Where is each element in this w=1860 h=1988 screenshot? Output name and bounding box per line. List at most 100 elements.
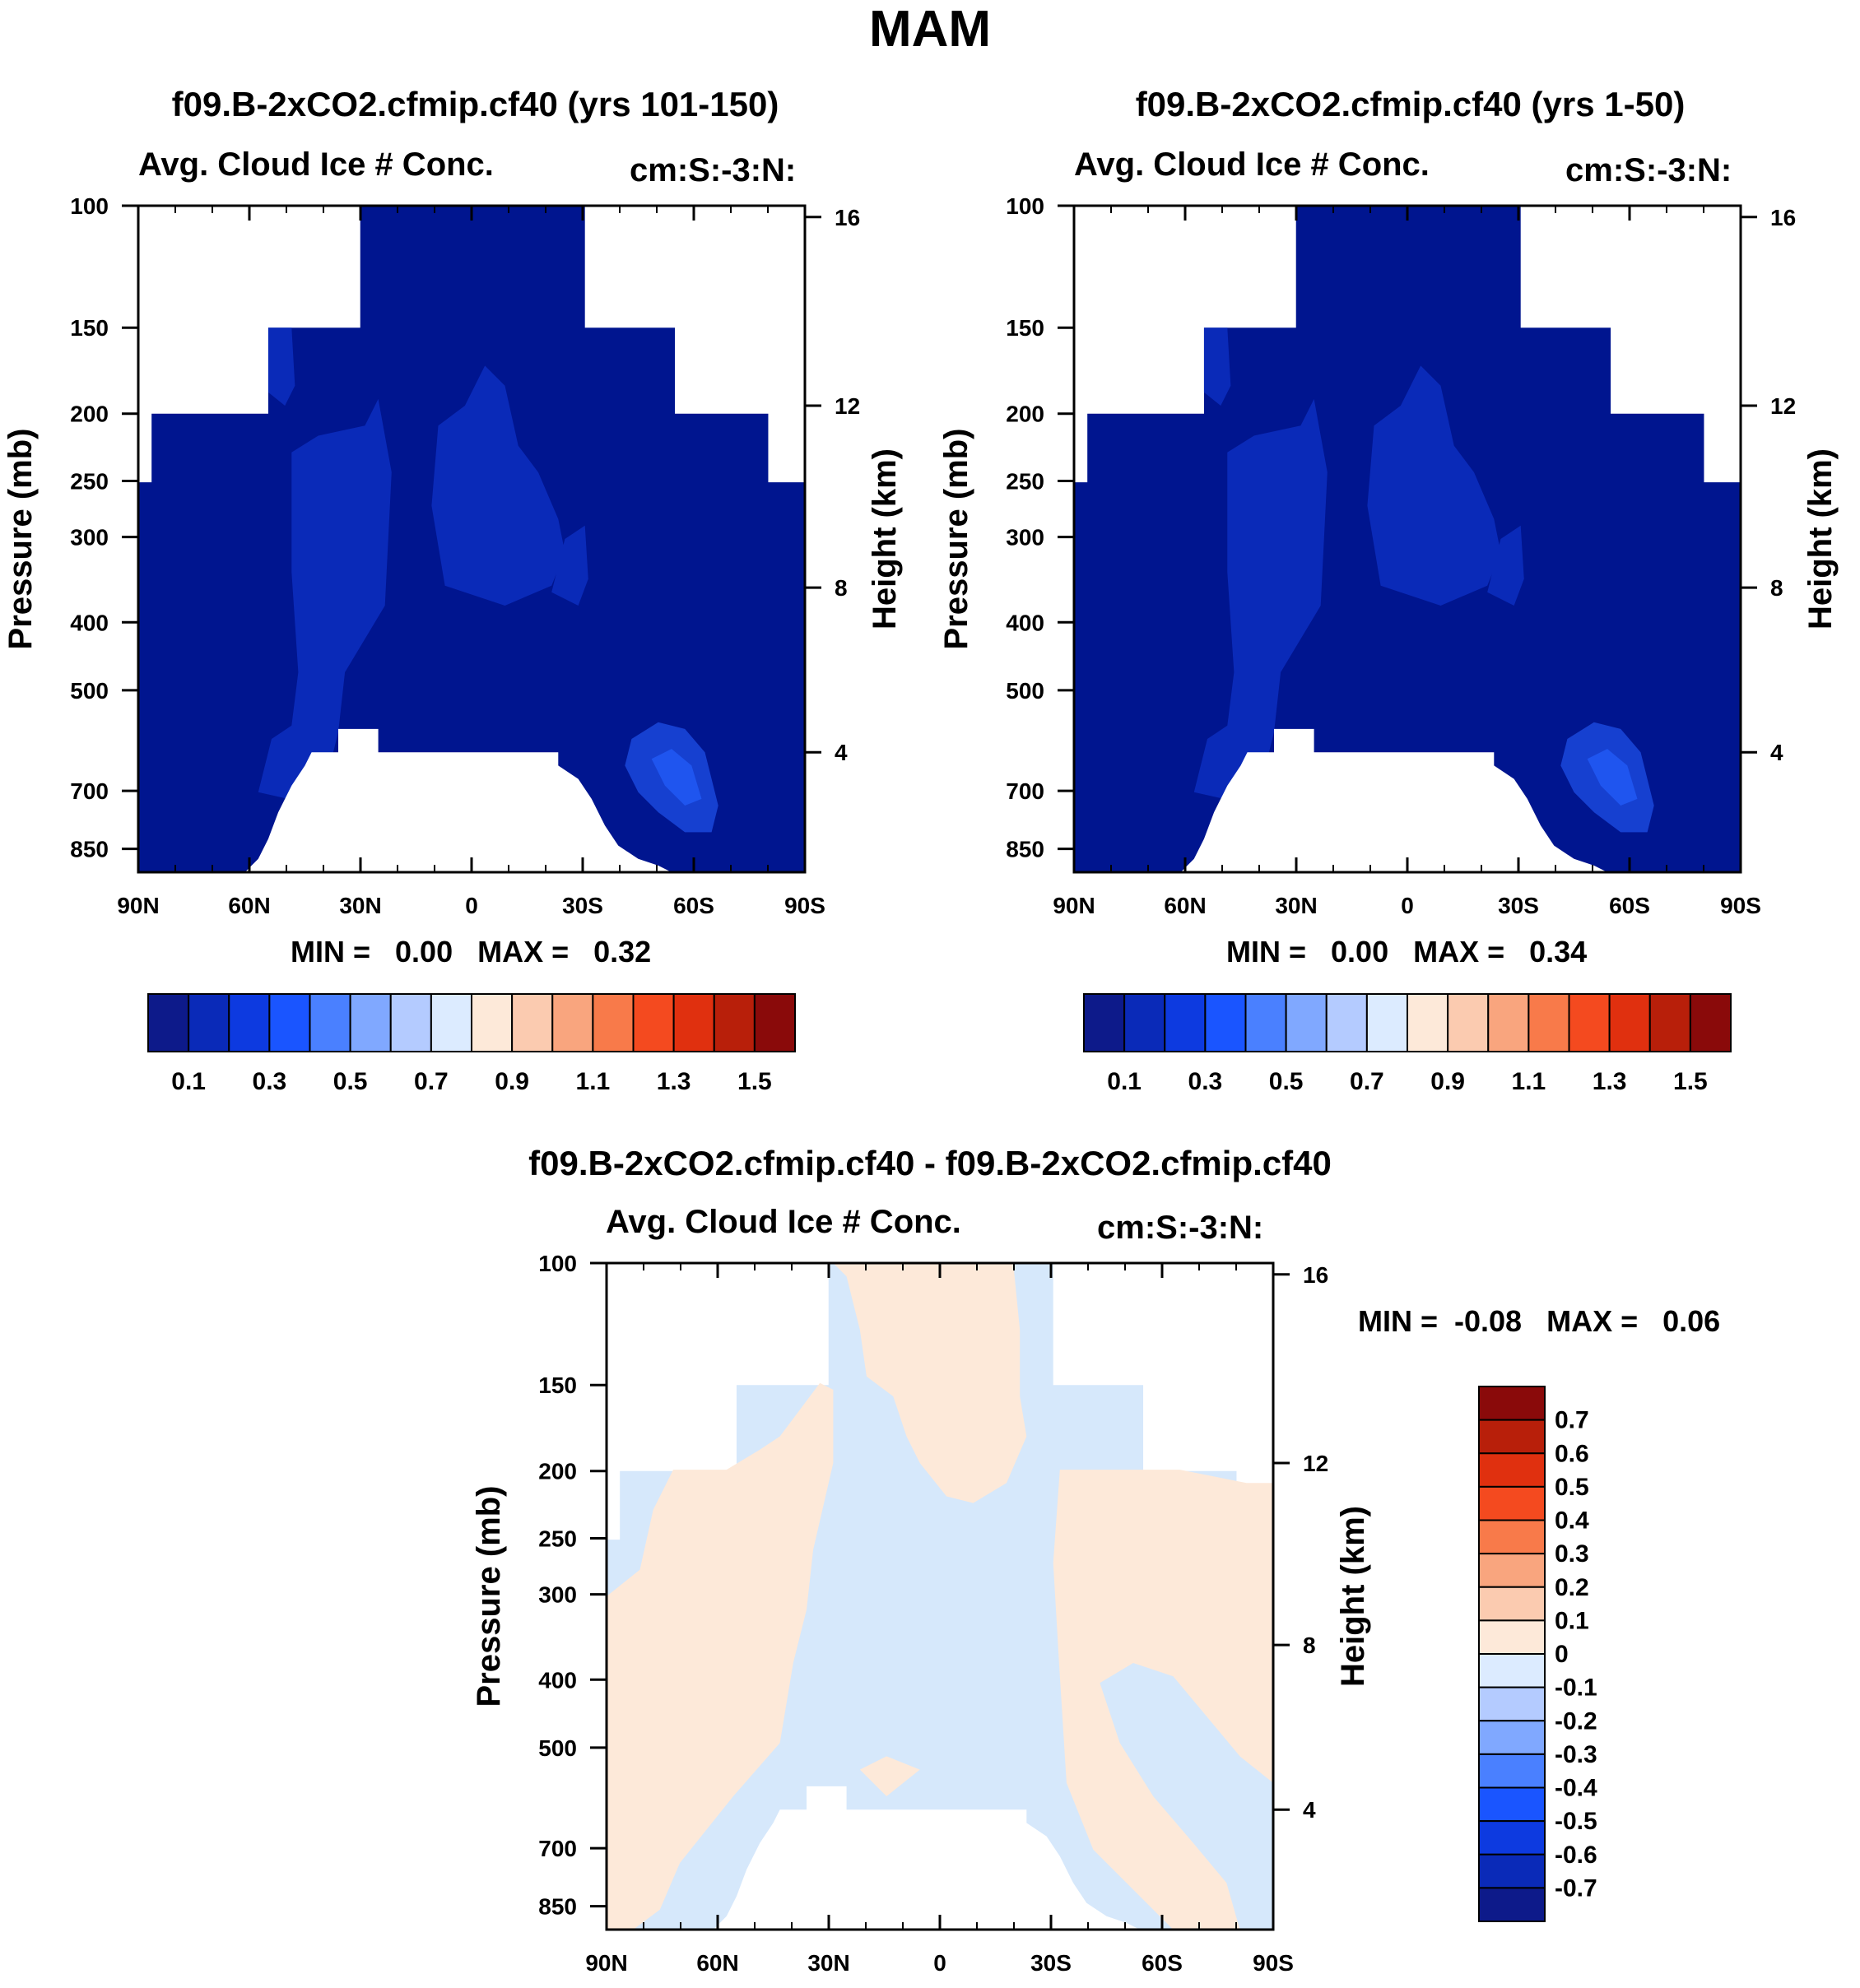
colorbar-swatch — [1123, 993, 1166, 1052]
colorbar-label: 1.1 — [576, 1068, 611, 1095]
x-tick-label: 90N — [585, 1950, 627, 1976]
panel-2-colorbar: 0.1 0.3 0.5 0.7 0.9 1.1 1.3 1.5 — [1083, 993, 1732, 1095]
y-tick-label: 400 — [70, 610, 109, 635]
colorbar-swatch — [1478, 1452, 1546, 1488]
colorbar-label: 0 — [1555, 1641, 1569, 1668]
y-tick-label: 850 — [70, 837, 109, 862]
x-tick-label: 0 — [465, 893, 478, 918]
colorbar-swatch — [1447, 993, 1490, 1052]
terrain-mask — [244, 728, 672, 872]
colorbar-swatch — [1689, 993, 1732, 1052]
colorbar-swatch — [1204, 993, 1247, 1052]
x-tick-label: 60S — [1142, 1950, 1183, 1976]
panel-2-units: cm:S:-3:N: — [1565, 152, 1732, 188]
panel-3-title: f09.B-2xCO2.cfmip.cf40 - f09.B-2xCO2.cfm… — [528, 1144, 1332, 1182]
colorbar-swatch — [551, 993, 594, 1052]
y-right-tick-label: 12 — [1303, 1451, 1328, 1476]
y-axis-label: Pressure (mb) — [2, 429, 39, 650]
panel-1-minmax: MIN = 0.00 MAX = 0.32 — [291, 935, 652, 968]
y-tick-label: 100 — [1006, 193, 1044, 219]
colorbar-swatch — [1244, 993, 1287, 1052]
x-tick-label: 90S — [1720, 893, 1761, 918]
colorbar-swatch — [389, 993, 432, 1052]
colorbar-swatch — [1478, 1653, 1546, 1688]
colorbar-label: 0.5 — [1269, 1068, 1304, 1095]
y-tick-label: 850 — [1006, 837, 1044, 862]
field-blob-south-core — [1587, 749, 1638, 806]
panel-2-field — [1074, 206, 1741, 872]
colorbar-swatch — [1478, 1619, 1546, 1655]
panel-1-colorbar: 0.1 0.3 0.5 0.7 0.9 1.1 1.3 1.5 — [147, 993, 796, 1095]
colorbar-label: -0.3 — [1555, 1741, 1597, 1768]
y-tick-label: 700 — [70, 778, 109, 804]
colorbar-swatch — [430, 993, 472, 1052]
y-right-tick-label: 16 — [1770, 205, 1796, 230]
colorbar-swatch — [1478, 1553, 1546, 1588]
colorbar-swatch — [1407, 993, 1449, 1052]
y-tick-label: 850 — [538, 1894, 577, 1920]
y-right-axis-label: Height (km) — [1802, 448, 1839, 629]
panel-1-plot — [138, 206, 805, 872]
panel-1-variable: Avg. Cloud Ice # Conc. — [138, 146, 494, 183]
y-tick-label: 400 — [1006, 610, 1044, 635]
colorbar-label: 0.7 — [1555, 1407, 1589, 1434]
colorbar-swatch — [1365, 993, 1408, 1052]
colorbar-swatch — [1325, 993, 1368, 1052]
x-tick-label: 30S — [562, 893, 603, 918]
x-tick-label: 30S — [1030, 1950, 1072, 1976]
colorbar-swatch — [1478, 1586, 1546, 1622]
field-blob-north — [1193, 398, 1328, 806]
x-tick-label: 60N — [228, 893, 270, 918]
panel-3-plot — [607, 1263, 1273, 1930]
field-blob-north — [258, 398, 392, 806]
field-blob-equator-2 — [1487, 525, 1524, 606]
y-right-tick-label: 8 — [1303, 1633, 1316, 1658]
colorbar-label: 1.3 — [657, 1068, 691, 1095]
colorbar-swatch — [1083, 993, 1126, 1052]
colorbar-label: 1.1 — [1512, 1068, 1546, 1095]
y-tick-label: 400 — [538, 1667, 577, 1693]
colorbar-label: 0.3 — [1188, 1068, 1223, 1095]
figure-title: MAM — [868, 1, 992, 58]
y-right-tick-label: 12 — [1770, 393, 1796, 419]
panel-1-field — [138, 206, 805, 872]
y-right-tick-label: 4 — [835, 740, 848, 765]
terrain-mask — [713, 1786, 1140, 1930]
diff-pos-small — [859, 1756, 920, 1796]
y-axis-label: Pressure (mb) — [471, 1486, 507, 1707]
colorbar-swatch — [1164, 993, 1207, 1052]
y-tick-label: 150 — [70, 315, 109, 341]
y-right-tick-label: 12 — [835, 393, 860, 419]
panel-1-units: cm:S:-3:N: — [630, 152, 797, 188]
colorbar-swatch — [1285, 993, 1328, 1052]
colorbar-swatch — [1478, 1753, 1546, 1789]
panel-3-axes: 90N 60N 30N 0 30S 60S 90S 100 150 200 250 300 400 500… — [471, 1251, 1371, 1976]
y-tick-label: 200 — [70, 402, 109, 427]
diff-pos-top — [833, 1263, 1027, 1503]
colorbar-label: 0.5 — [333, 1068, 368, 1095]
colorbar-label: 0.9 — [1430, 1068, 1465, 1095]
y-tick-label: 250 — [70, 469, 109, 495]
y-tick-label: 500 — [538, 1735, 577, 1761]
y-right-axis-label: Height (km) — [1335, 1506, 1371, 1687]
colorbar-label: 0.3 — [1555, 1540, 1589, 1568]
x-tick-label: 60N — [1164, 893, 1206, 918]
colorbar-swatch — [713, 993, 756, 1052]
y-right-axis-label: Height (km) — [867, 448, 903, 629]
y-tick-label: 700 — [538, 1836, 577, 1861]
panel-1-title: f09.B-2xCO2.cfmip.cf40 (yrs 101-150) — [171, 85, 779, 123]
colorbar-swatch — [632, 993, 675, 1052]
panel-1-axes: 90N 60N 30N 0 30S 60S 90S 100 150 200 250 300 400 500… — [2, 193, 903, 918]
colorbar-swatch — [1478, 1853, 1546, 1889]
colorbar-swatch — [1478, 1419, 1546, 1455]
x-tick-label: 30N — [807, 1950, 849, 1976]
colorbar-swatch — [471, 993, 514, 1052]
colorbar-label: -0.2 — [1555, 1707, 1597, 1735]
colorbar-label: -0.5 — [1555, 1808, 1597, 1835]
y-axis-label: Pressure (mb) — [938, 429, 974, 650]
y-tick-label: 150 — [1006, 315, 1044, 341]
colorbar-label: -0.7 — [1555, 1874, 1597, 1902]
colorbar-label: 0.5 — [1555, 1474, 1589, 1501]
x-tick-label: 0 — [1401, 893, 1414, 918]
